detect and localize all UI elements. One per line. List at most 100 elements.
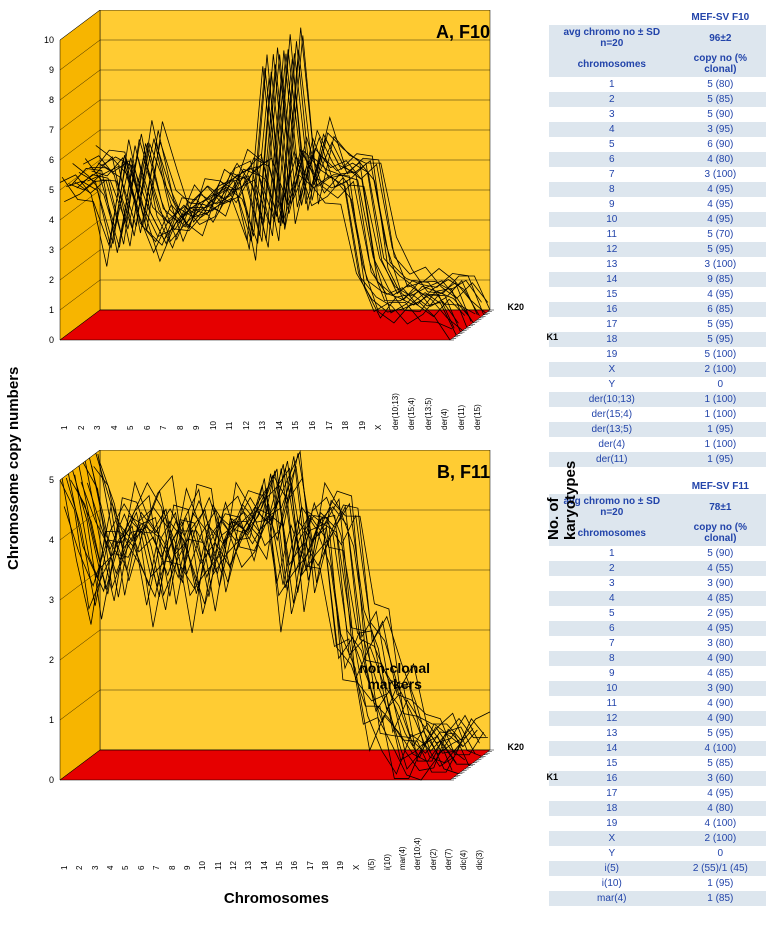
svg-text:3: 3 [49,245,54,255]
table-row: 73 (100) [549,167,766,182]
x-tick: 19 [336,810,351,870]
svg-text:6: 6 [49,155,54,165]
table-row: 43 (95) [549,122,766,137]
chart-a-wrap: 012345678910 A, F10 K20 K1 1234567891011… [40,10,543,430]
svg-text:5: 5 [49,475,54,485]
x-tick: 10 [198,810,213,870]
table-row: 33 (90) [549,576,766,591]
table-row: 73 (80) [549,636,766,651]
chart-b: 012345 B, F11 non-clonal markers K20 K1 [40,450,520,810]
x-tick: 17 [325,370,342,430]
avg-value: 78±1 [675,494,766,520]
k1-label-a: K1 [546,332,558,342]
col-copy: copy no (% clonal) [675,51,766,77]
table-row: 56 (90) [549,137,766,152]
table-row: 175 (95) [549,317,766,332]
svg-text:5: 5 [49,185,54,195]
table-row: mar(4)1 (85) [549,891,766,906]
x-tick: 12 [229,810,244,870]
table-row: der(4)1 (100) [549,437,766,452]
svg-text:7: 7 [49,125,54,135]
table-row: 94 (95) [549,197,766,212]
table-row: X2 (100) [549,831,766,846]
svg-text:4: 4 [49,215,54,225]
x-tick: 11 [225,370,242,430]
table-header: MEF-SV F10 [675,10,766,25]
table-row: 149 (85) [549,272,766,287]
col-chrom: chromosomes [549,51,675,77]
table-row: der(10;13)1 (100) [549,392,766,407]
table-row: 174 (95) [549,786,766,801]
x-tick: der(15;4) [407,370,424,430]
x-tick: 4 [106,810,121,870]
x-tick: i(10) [383,810,398,870]
x-tick: 6 [143,370,160,430]
x-tick: der(2) [429,810,444,870]
table-row: 25 (85) [549,92,766,107]
table-row: 84 (90) [549,651,766,666]
table-row: 44 (85) [549,591,766,606]
x-tick: i(5) [367,810,382,870]
x-tick: der(13;5) [424,370,441,430]
table-row: 103 (90) [549,681,766,696]
chart-a-xticks: 12345678910111213141516171819Xder(10;13)… [60,370,490,430]
x-tick: 4 [110,370,127,430]
x-tick: 9 [183,810,198,870]
table-row: 124 (90) [549,711,766,726]
table-row: 163 (60) [549,771,766,786]
table-row: X2 (100) [549,362,766,377]
x-tick: 7 [159,370,176,430]
x-tick: der(15) [473,370,490,430]
x-tick: dic(3) [475,810,490,870]
x-tick: 17 [306,810,321,870]
table-row: 135 (95) [549,726,766,741]
x-tick: 5 [121,810,136,870]
x-tick: 13 [244,810,259,870]
x-tick: 1 [60,810,75,870]
table-row: der(13;5)1 (95) [549,422,766,437]
k20-label-a: K20 [507,302,524,312]
table-row: Y0 [549,377,766,392]
x-tick: 9 [192,370,209,430]
x-tick: 2 [77,370,94,430]
x-tick: der(11) [457,370,474,430]
table-row: 52 (95) [549,606,766,621]
table-row: 155 (85) [549,756,766,771]
x-tick: der(7) [444,810,459,870]
x-axis-label: Chromosomes [10,890,543,907]
x-tick: 7 [152,810,167,870]
table-row: 125 (95) [549,242,766,257]
svg-text:0: 0 [49,775,54,785]
svg-text:9: 9 [49,65,54,75]
x-tick: 15 [275,810,290,870]
svg-text:1: 1 [49,715,54,725]
x-tick: 5 [126,370,143,430]
x-tick: 10 [209,370,226,430]
x-tick: 3 [93,370,110,430]
table-row: der(11)1 (95) [549,452,766,467]
svg-text:3: 3 [49,595,54,605]
x-tick: der(10;13) [391,370,408,430]
avg-value: 96±2 [675,25,766,51]
chart-a-title: A, F10 [436,22,490,43]
table-row: 64 (95) [549,621,766,636]
table-row: 15 (90) [549,546,766,561]
charts-column: Chromosome copy numbers No. of karyotype… [10,10,543,918]
table-row: 133 (100) [549,257,766,272]
table-row: 114 (90) [549,696,766,711]
table-header: MEF-SV F11 [675,479,766,494]
table-row: 94 (85) [549,666,766,681]
x-tick: 18 [341,370,358,430]
table-row: 35 (90) [549,107,766,122]
x-tick: X [374,370,391,430]
x-tick: 11 [214,810,229,870]
x-tick: 6 [137,810,152,870]
svg-text:0: 0 [49,335,54,345]
col-copy: copy no (% clonal) [675,520,766,546]
x-tick: der(4) [440,370,457,430]
table-row: 15 (80) [549,77,766,92]
table-row: 104 (95) [549,212,766,227]
x-tick: 12 [242,370,259,430]
k1-label-b: K1 [546,772,558,782]
x-tick: 8 [176,370,193,430]
